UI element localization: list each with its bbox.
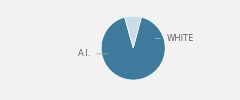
- Text: WHITE: WHITE: [155, 34, 194, 43]
- Wedge shape: [101, 17, 165, 80]
- Text: A.I.: A.I.: [78, 49, 107, 58]
- Wedge shape: [125, 16, 142, 48]
